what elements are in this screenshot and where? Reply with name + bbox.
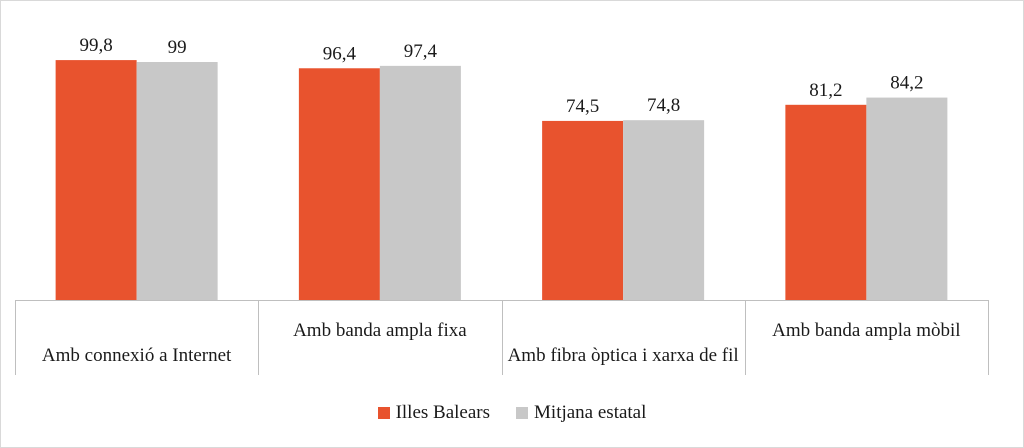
data-label-mitjana-estatal-1: 97,4 [404, 41, 438, 62]
data-label-illes-balears-2: 74,5 [566, 96, 599, 117]
data-label-mitjana-estatal-2: 74,8 [647, 95, 680, 116]
data-label-mitjana-estatal-0: 99 [168, 37, 187, 58]
data-label-illes-balears-1: 96,4 [323, 43, 357, 64]
legend-swatch-illes-balears [377, 407, 390, 419]
bar-mitjana-estatal-2 [623, 120, 705, 300]
category-label-1: Amb banda ampla fixa [293, 320, 467, 341]
legend-swatch-mitjana-estatal [516, 407, 529, 419]
data-label-illes-balears-3: 81,2 [809, 80, 842, 101]
category-label-2: Amb fibra òptica i xarxa de fil [508, 345, 739, 366]
bar-mitjana-estatal-1 [379, 65, 461, 300]
data-label-illes-balears-0: 99,8 [80, 35, 113, 56]
legend-label-illes-balears: Illes Balears [395, 402, 491, 423]
bar-illes-balears-1 [298, 68, 380, 301]
bar-illes-balears-0 [55, 60, 137, 300]
category-label-3: Amb banda ampla mòbil [772, 320, 960, 341]
legend-item-mitjana-estatal: Mitjana estatal [516, 402, 646, 424]
legend-label-mitjana-estatal: Mitjana estatal [534, 402, 647, 423]
category-label-0: Amb connexió a Internet [42, 345, 232, 366]
legend-item-illes-balears: Illes Balears [377, 402, 491, 424]
bar-illes-balears-3 [785, 104, 867, 300]
bar-mitjana-estatal-0 [136, 62, 218, 301]
legend: Illes Balears Mitjana estatal [0, 402, 1024, 424]
data-label-mitjana-estatal-3: 84,2 [890, 73, 923, 94]
bar-illes-balears-2 [542, 120, 624, 301]
bar-mitjana-estatal-3 [866, 97, 948, 300]
